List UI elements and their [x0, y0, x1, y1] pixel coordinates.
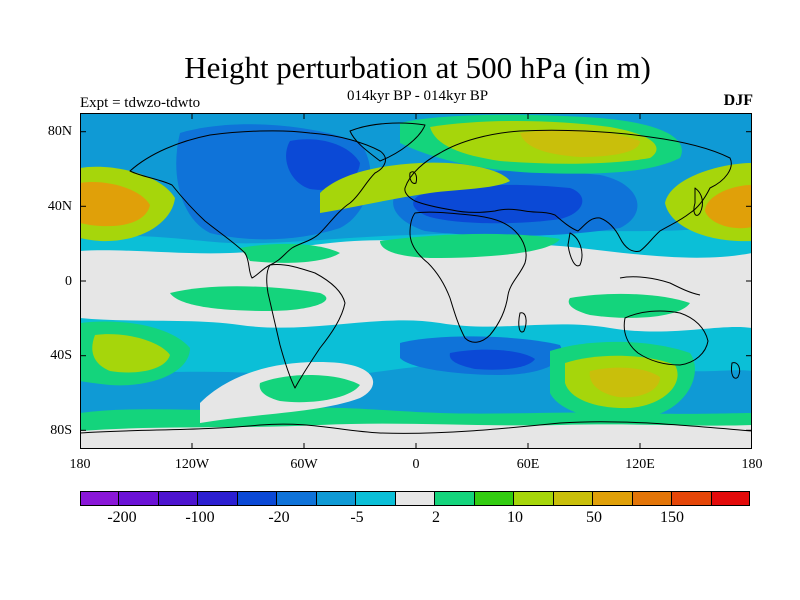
- lat-label-80s: 80S: [50, 423, 72, 438]
- coast-australia: [623, 310, 709, 366]
- contour-s-atlantic-green: [259, 374, 360, 403]
- contour-s-australia-high-core: [589, 367, 660, 398]
- coast-south-america: [266, 264, 346, 389]
- colorbar-swatch: [158, 491, 199, 506]
- lon-label-0: 0: [412, 457, 420, 472]
- lon-label-180w: 180: [69, 457, 91, 472]
- colorbar-swatch: [672, 491, 712, 506]
- chart-subtitle: 014kyr BP - 014kyr BP: [346, 88, 489, 104]
- coast-antarctica: [80, 421, 752, 434]
- colorbar-swatch: [474, 491, 515, 506]
- colorbar-swatch: [553, 491, 594, 506]
- colorbar-label: 150: [660, 509, 684, 526]
- season-label: DJF: [723, 92, 753, 109]
- contour-s-pacific-high-core: [92, 334, 170, 373]
- coast-africa: [409, 211, 527, 343]
- lon-label-120e: 120E: [625, 457, 655, 472]
- colorbar-label: 50: [586, 509, 602, 526]
- colorbar-label: -20: [268, 509, 290, 526]
- contour-tropical-green-b: [380, 233, 560, 258]
- lon-label-60e: 60E: [516, 457, 540, 472]
- coast-india: [567, 232, 583, 267]
- contour-s-indian-trough-core: [449, 349, 535, 370]
- chart-title: Height perturbation at 500 hPa (in m): [184, 50, 651, 85]
- contour-pacific-high-west-core: [80, 182, 150, 227]
- coast-madagascar: [518, 312, 527, 333]
- colorbar-swatch: [632, 491, 673, 506]
- coast-new-zealand: [731, 362, 741, 379]
- colorbar-swatch: [316, 491, 357, 506]
- lon-label-120w: 120W: [174, 457, 210, 472]
- colorbar: [80, 491, 750, 506]
- coastlines: [80, 122, 752, 434]
- experiment-label: Expt = tdwzo-tdwto: [80, 95, 201, 111]
- lon-label-60w: 60W: [290, 457, 318, 472]
- colorbar-swatch: [80, 491, 120, 506]
- coast-uk: [409, 171, 417, 184]
- colorbar-swatch: [356, 491, 396, 506]
- lon-label-180e: 180: [741, 457, 763, 472]
- contour-tropical-green-c: [170, 286, 327, 311]
- colorbar-swatch: [237, 491, 278, 506]
- coast-north-america: [129, 130, 386, 279]
- colorbar-swatch: [119, 491, 159, 506]
- coast-greenland: [349, 122, 426, 162]
- coast-indonesia: [619, 276, 701, 296]
- colorbar-swatch: [593, 491, 633, 506]
- colorbar-swatch: [514, 491, 554, 506]
- lat-label-0: 0: [65, 274, 72, 289]
- lat-label-80n: 80N: [47, 124, 72, 139]
- contour-siberia-high-core: [520, 129, 640, 157]
- contour-na-trough-core: [286, 139, 360, 190]
- contour-tropical-green-a: [240, 243, 340, 263]
- colorbar-swatch: [198, 491, 238, 506]
- colorbar-label: -5: [350, 509, 364, 526]
- coast-europe-asia: [404, 129, 732, 252]
- colorbar-swatch: [395, 491, 436, 506]
- contour-atlantic-ridge: [320, 162, 510, 213]
- colorbar-label: -100: [185, 509, 215, 526]
- coast-japan: [693, 187, 703, 216]
- map-ticks: [80, 113, 752, 449]
- colorbar-label: -200: [107, 509, 137, 526]
- colorbar-swatch: [435, 491, 475, 506]
- contour-antarctic: [80, 423, 752, 449]
- contour-map: [80, 113, 752, 449]
- lat-label-40s: 40S: [50, 348, 72, 363]
- colorbar-swatch: [711, 491, 750, 506]
- colorbar-label: 10: [507, 509, 523, 526]
- contour-pacific-high-east-core: [705, 185, 752, 229]
- contour-tropical-green-d: [568, 293, 690, 318]
- colorbar-swatch: [277, 491, 317, 506]
- lat-label-40n: 40N: [47, 199, 72, 214]
- colorbar-label: 2: [432, 509, 440, 526]
